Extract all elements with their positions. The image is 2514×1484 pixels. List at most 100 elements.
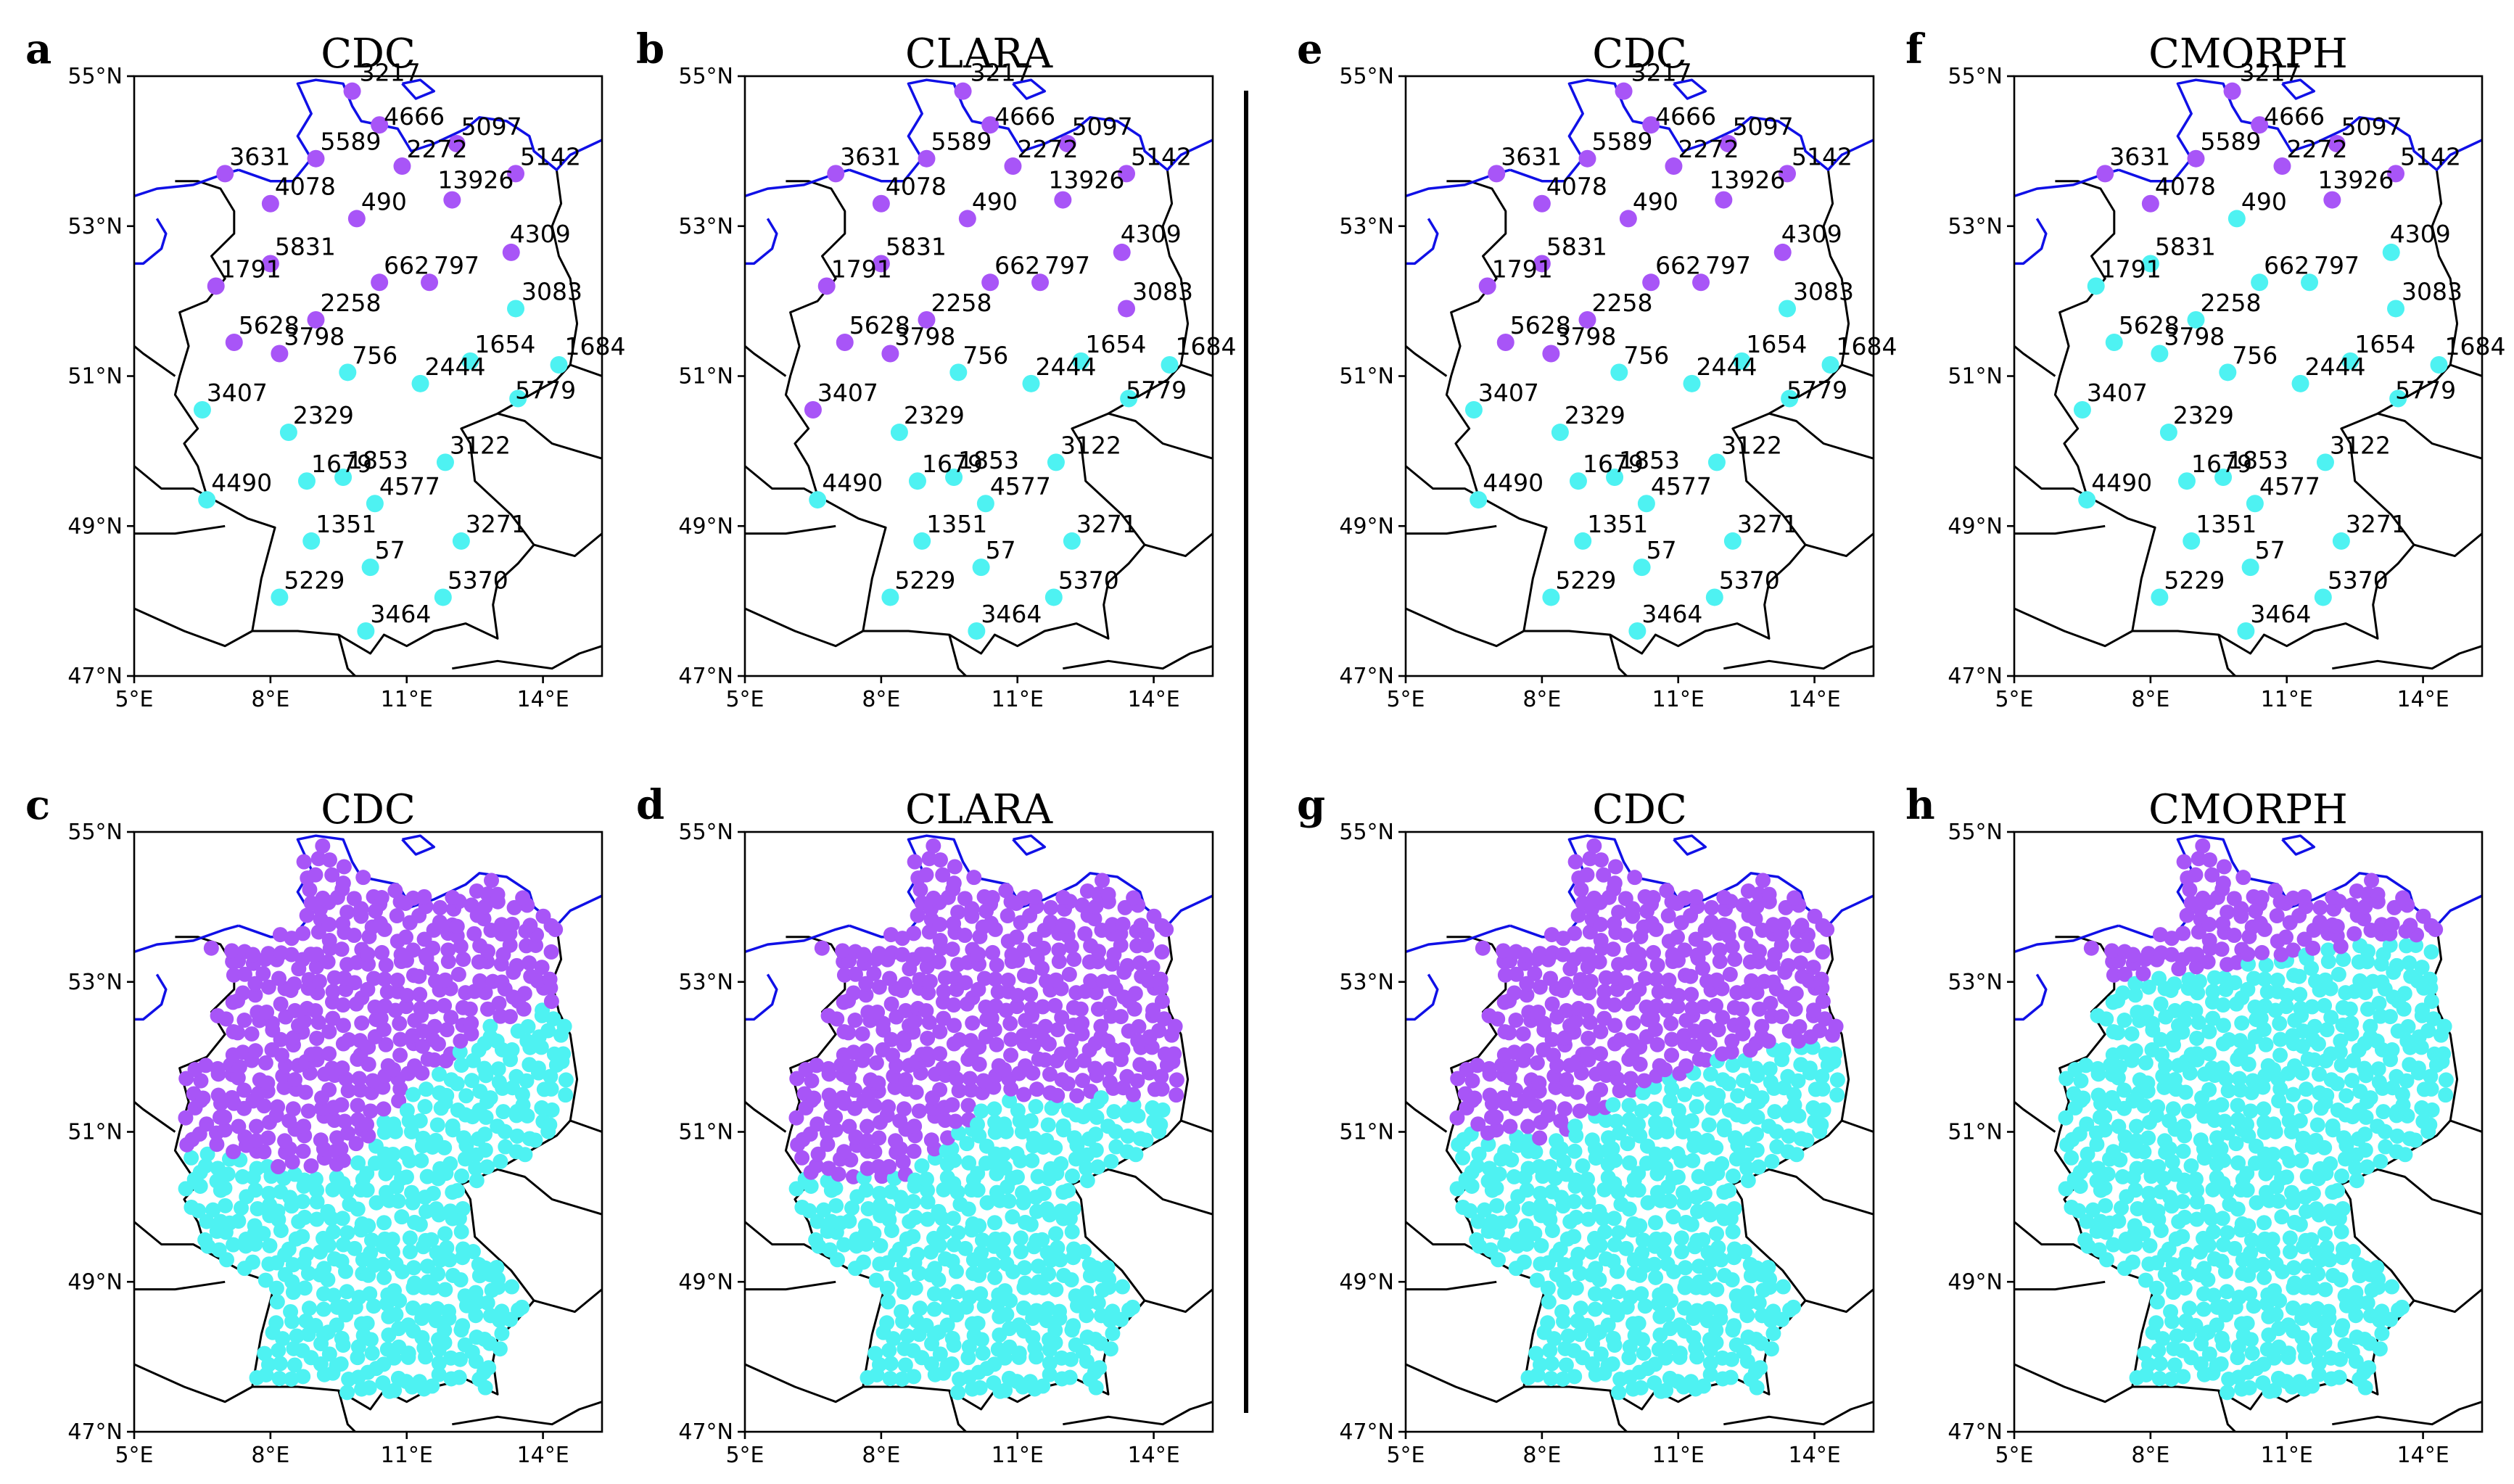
grid-point xyxy=(1119,957,1135,973)
grid-point xyxy=(1154,918,1170,933)
grid-point xyxy=(405,1300,421,1316)
grid-point xyxy=(248,1133,264,1149)
grid-point xyxy=(1611,1225,1627,1241)
grid-point xyxy=(1555,1371,1571,1387)
grid-point xyxy=(1677,1260,1693,1276)
station-label-2329: 2329 xyxy=(2173,401,2234,429)
grid-point xyxy=(411,1374,427,1390)
grid-point xyxy=(2085,1202,2101,1218)
grid-point xyxy=(932,1346,948,1362)
grid-point xyxy=(2329,1076,2345,1092)
grid-point xyxy=(2374,1303,2390,1319)
grid-point xyxy=(2384,1279,2400,1295)
grid-point xyxy=(2177,1172,2193,1188)
grid-point xyxy=(2332,1351,2348,1367)
grid-point xyxy=(477,1331,493,1347)
station-point-662 xyxy=(2251,273,2269,292)
grid-point xyxy=(2241,1380,2257,1396)
station-point-5589 xyxy=(307,149,325,168)
grid-point xyxy=(360,947,376,962)
grid-point xyxy=(2382,1009,2398,1025)
grid-point xyxy=(1683,1113,1699,1129)
grid-point xyxy=(1647,1256,1662,1272)
grid-point xyxy=(334,1330,350,1346)
grid-point xyxy=(1113,937,1129,953)
station-label-3271: 3271 xyxy=(1737,510,1798,538)
grid-point xyxy=(2438,1072,2454,1088)
grid-point xyxy=(1579,1002,1595,1018)
grid-point xyxy=(1647,1215,1663,1231)
grid-point xyxy=(374,944,390,960)
grid-point xyxy=(1765,974,1781,990)
grid-point xyxy=(334,1097,350,1113)
station-label-756: 756 xyxy=(963,341,1008,369)
station-point-662 xyxy=(981,273,1000,292)
grid-point xyxy=(257,1272,273,1288)
grid-point xyxy=(2394,1087,2410,1102)
station-point-4309 xyxy=(502,243,520,261)
station-point-4078 xyxy=(2141,194,2159,213)
grid-point xyxy=(1566,1194,1582,1210)
grid-point xyxy=(2374,1325,2390,1341)
grid-point xyxy=(308,1046,324,1062)
grid-point xyxy=(1580,1182,1596,1198)
grid-point xyxy=(321,933,337,949)
station-label-4078: 4078 xyxy=(886,173,947,201)
grid-point xyxy=(463,897,479,913)
grid-point xyxy=(1698,1052,1714,1068)
grid-point xyxy=(2279,1102,2295,1118)
grid-point xyxy=(1752,1360,1768,1376)
grid-point xyxy=(2138,1272,2154,1288)
station-label-5097: 5097 xyxy=(461,112,522,141)
station-point-4309 xyxy=(1773,243,1792,261)
grid-point xyxy=(2317,1282,2333,1298)
station-point-2272 xyxy=(1004,157,1022,176)
grid-point xyxy=(1749,984,1765,1000)
station-label-5779: 5779 xyxy=(1126,376,1187,405)
grid-point xyxy=(484,873,500,889)
grid-point xyxy=(376,1101,392,1117)
country-border xyxy=(1445,180,1548,632)
grid-point xyxy=(1611,904,1627,920)
grid-point xyxy=(995,1232,1011,1248)
grid-point xyxy=(1010,1102,1026,1118)
station-label-1654: 1654 xyxy=(474,330,535,358)
grid-point xyxy=(384,1244,400,1260)
grid-point xyxy=(970,947,986,962)
lat-tick-label: 49°N xyxy=(1948,514,2003,539)
grid-point xyxy=(1740,1173,1756,1189)
grid-point xyxy=(481,1360,497,1376)
grid-point xyxy=(2293,1153,2309,1168)
grid-point xyxy=(2344,897,2360,913)
grid-point xyxy=(543,918,559,933)
station-point-4490 xyxy=(2078,491,2096,509)
station-label-1679: 1679 xyxy=(2191,450,2252,478)
grid-point xyxy=(1470,1058,1485,1073)
grid-point xyxy=(1520,1133,1536,1149)
grid-point xyxy=(1701,1117,1717,1133)
grid-point xyxy=(1130,1033,1146,1049)
grid-point xyxy=(1102,995,1118,1011)
station-point-1853 xyxy=(2214,469,2233,487)
grid-point xyxy=(2239,1116,2255,1132)
grid-point xyxy=(1752,944,1768,960)
station-label-1791: 1791 xyxy=(831,255,892,283)
grid-point xyxy=(432,899,448,915)
grid-point xyxy=(440,1303,456,1319)
grid-point xyxy=(2189,947,2205,962)
station-label-2272: 2272 xyxy=(2286,135,2347,163)
station-label-3407: 3407 xyxy=(207,379,268,407)
grid-point xyxy=(2164,1274,2180,1290)
grid-point xyxy=(376,1215,392,1231)
grid-point xyxy=(2357,899,2373,915)
country-border xyxy=(1108,1168,1213,1216)
lon-tick-label: 8°E xyxy=(862,687,900,712)
grid-point xyxy=(1730,1088,1746,1104)
grid-point xyxy=(2098,1197,2114,1213)
grid-point xyxy=(352,1033,368,1049)
grid-point xyxy=(543,1081,559,1097)
station-label-5229: 5229 xyxy=(894,566,955,594)
grid-point xyxy=(886,1331,902,1347)
grid-point xyxy=(1610,1284,1626,1300)
station-point-2258 xyxy=(2187,310,2205,329)
